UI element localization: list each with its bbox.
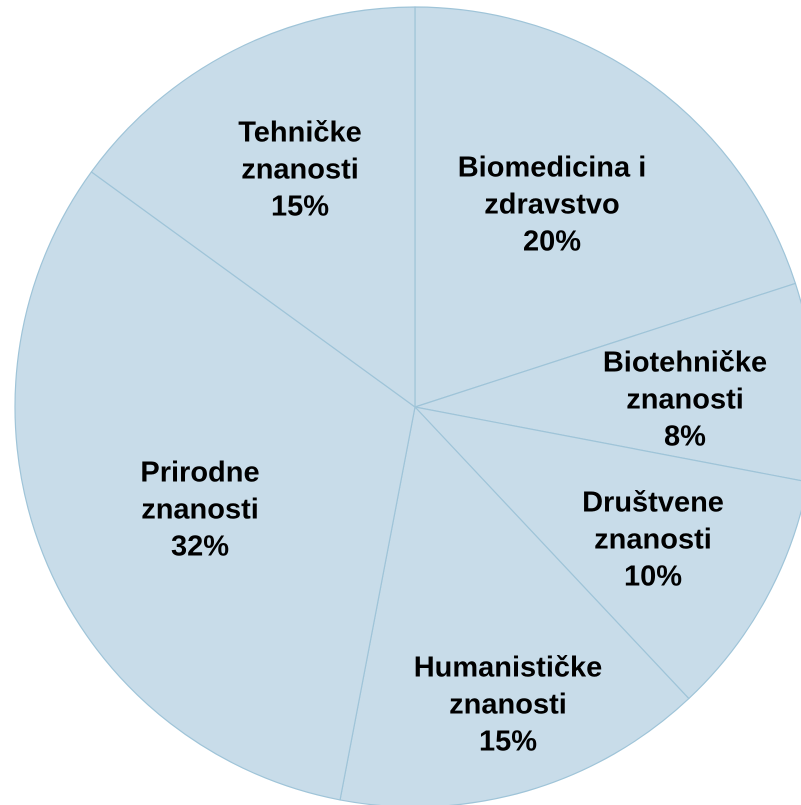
pie-slice <box>90 6 416 409</box>
slice-label: Biotehničke znanosti 8% <box>603 345 767 456</box>
pie-slice <box>413 406 801 700</box>
slice-label: Društvene znanosti 10% <box>582 485 724 596</box>
pie-slice <box>414 282 801 482</box>
pie-slice <box>14 171 416 801</box>
slice-label: Tehničke znanosti 15% <box>238 115 362 226</box>
pie-slice <box>414 6 797 408</box>
value-label: 15% <box>270 190 330 223</box>
category-label: Tehničke znanosti <box>238 116 362 186</box>
slice-label: Humanističke znanosti 15% <box>414 650 603 761</box>
category-label: Društvene znanosti <box>582 486 724 556</box>
category-label: Humanističke znanosti <box>413 651 603 721</box>
pie-slice <box>339 405 690 805</box>
category-label: Biotehničke znanosti <box>602 346 768 416</box>
category-label: Biomedicina i zdravstvo <box>457 151 647 221</box>
slice-label: Prirodne znanosti 32% <box>140 455 259 566</box>
value-label: 10% <box>623 560 683 593</box>
value-label: 20% <box>522 225 582 258</box>
value-label: 32% <box>170 530 230 563</box>
value-label: 8% <box>664 420 706 453</box>
value-label: 15% <box>478 725 538 758</box>
slice-label: Biomedicina i zdravstvo 20% <box>458 150 647 261</box>
category-label: Prirodne znanosti <box>140 456 260 526</box>
